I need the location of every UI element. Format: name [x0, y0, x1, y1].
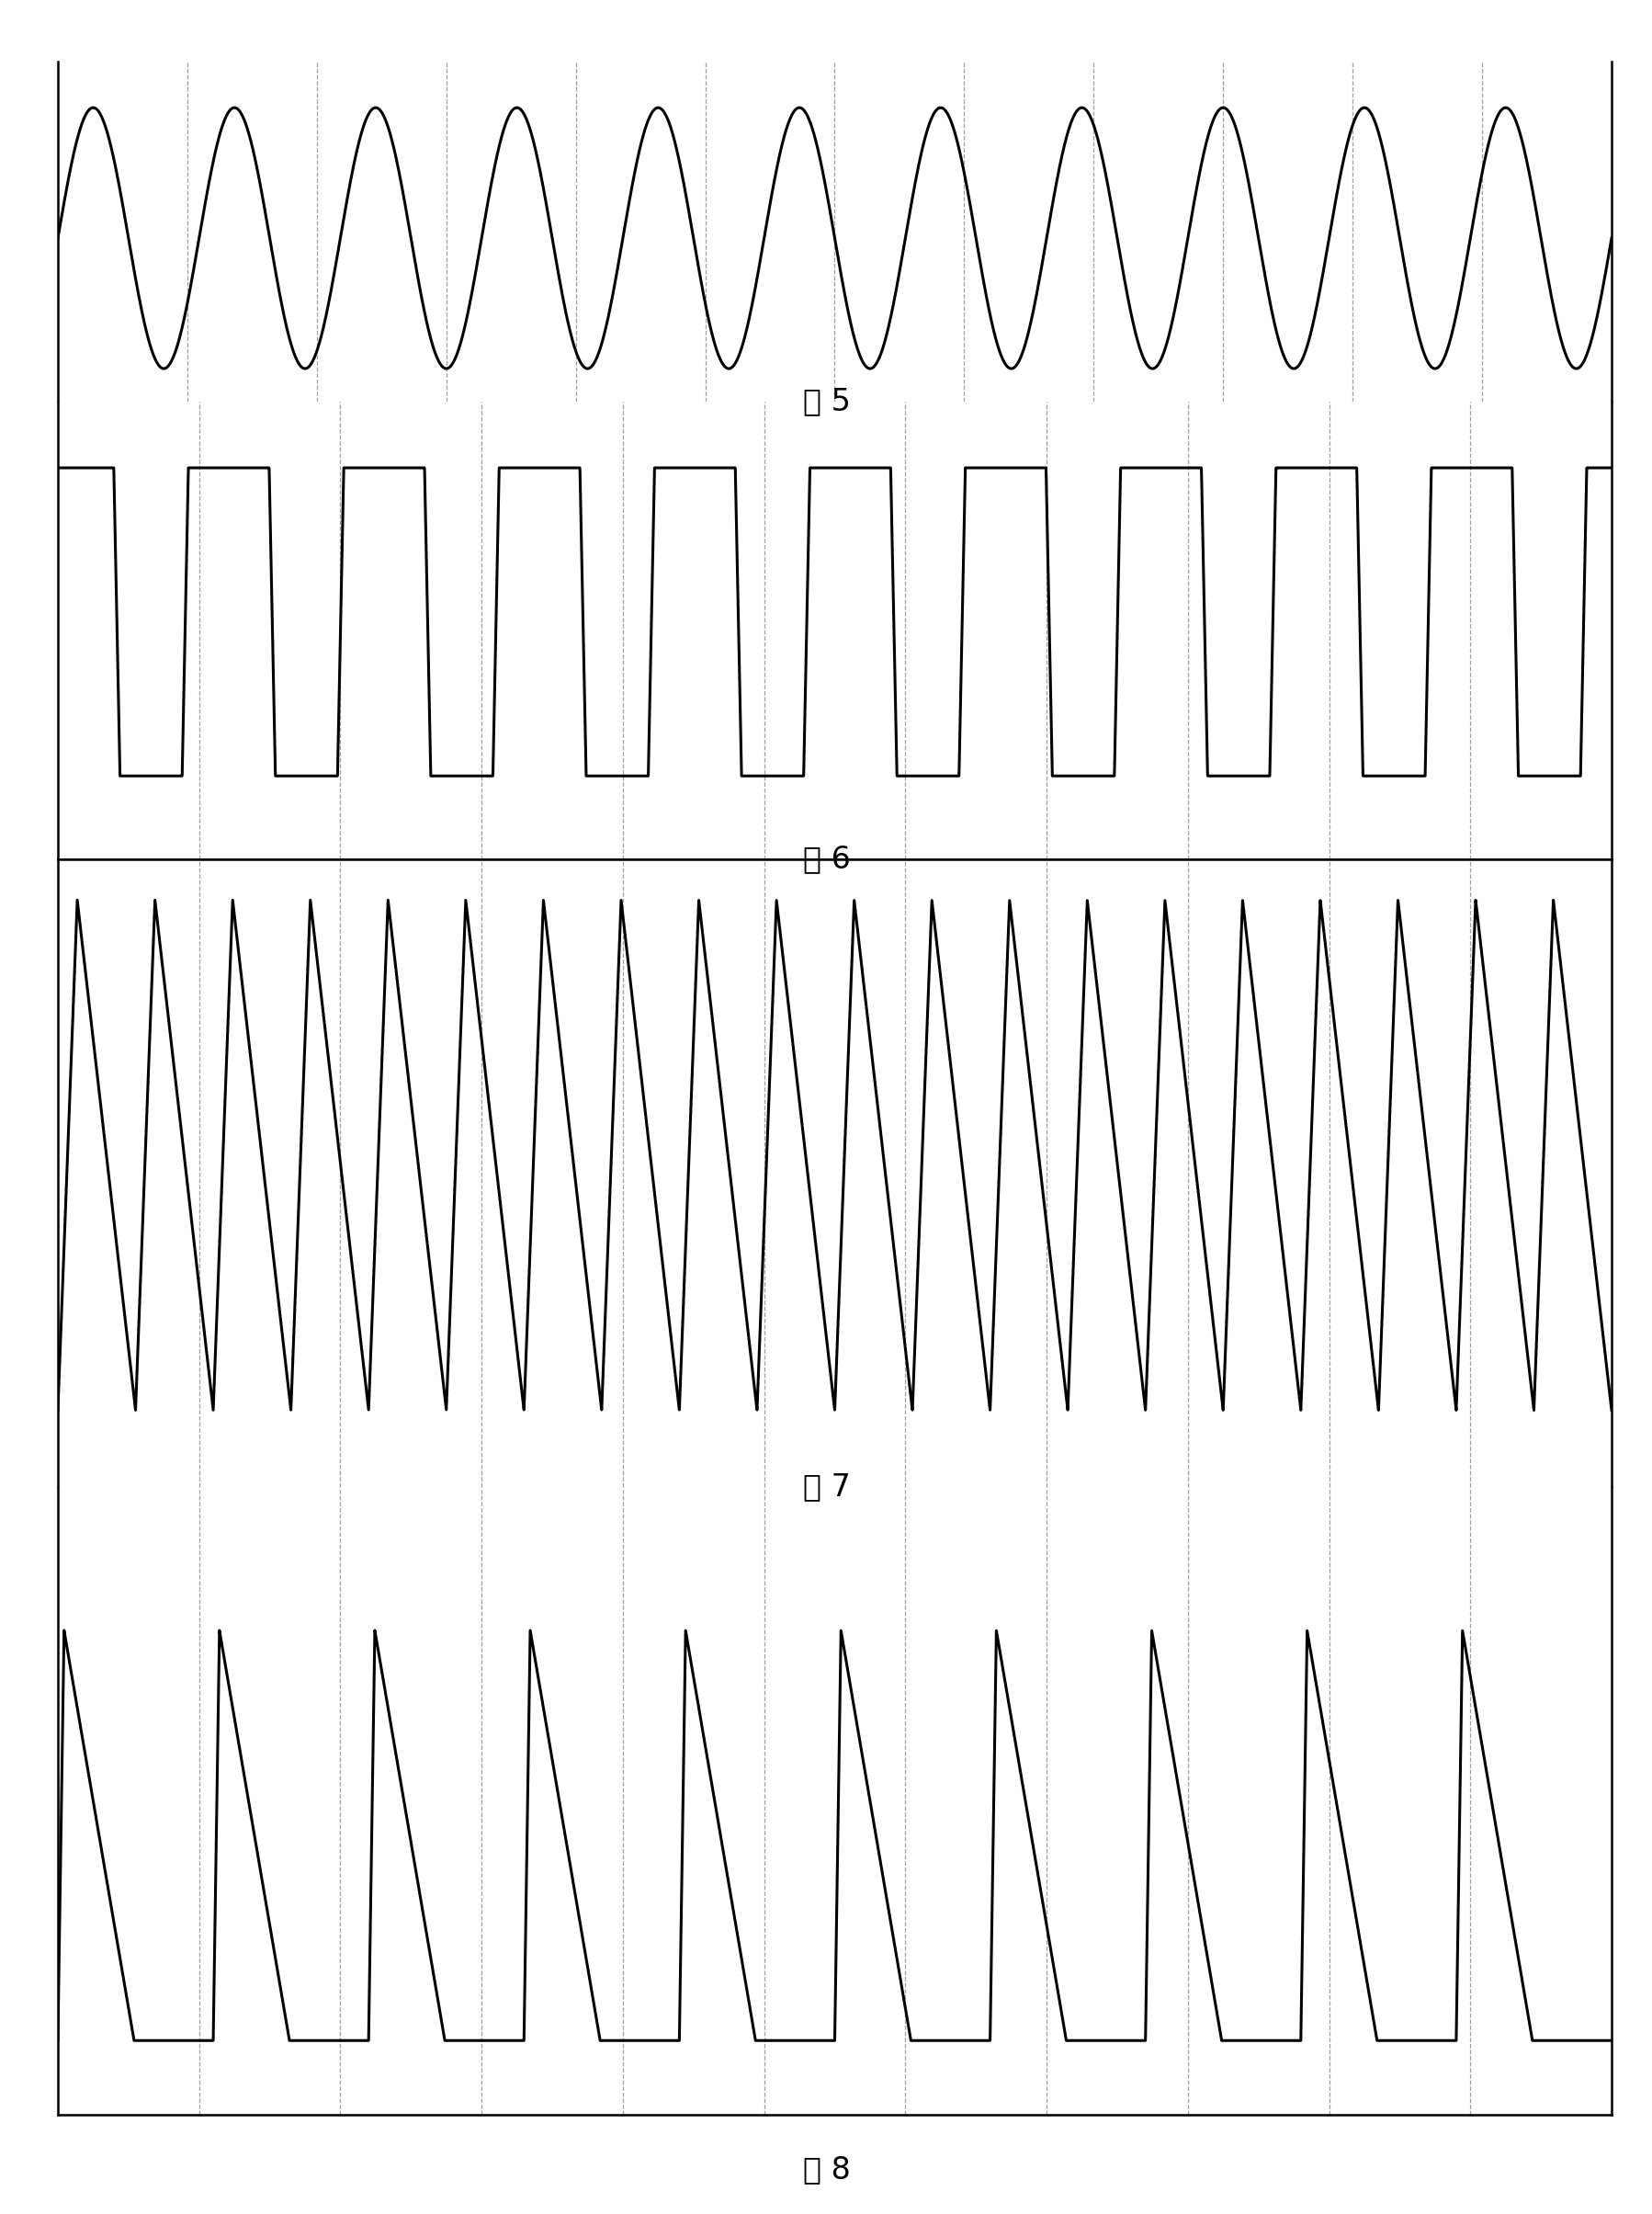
- Text: 图 5: 图 5: [803, 385, 849, 416]
- Text: 图 6: 图 6: [803, 844, 849, 875]
- Text: 图 8: 图 8: [803, 2154, 849, 2185]
- Text: 图 7: 图 7: [803, 1472, 849, 1501]
